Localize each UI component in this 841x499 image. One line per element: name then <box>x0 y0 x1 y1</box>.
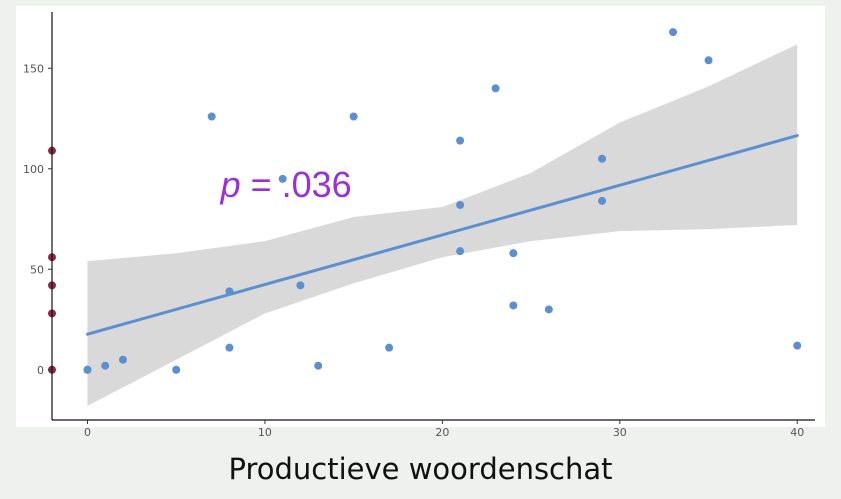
points-layer <box>48 28 802 374</box>
p-value-annotation: p = .036 <box>220 164 352 205</box>
data-point <box>509 301 518 310</box>
y-tick-label: 50 <box>30 263 44 276</box>
data-point <box>118 355 127 364</box>
data-point <box>456 247 465 256</box>
data-point <box>509 249 518 258</box>
data-point <box>101 361 110 370</box>
data-point <box>225 287 234 296</box>
data-point <box>172 365 181 374</box>
fit-line <box>85 134 799 336</box>
data-point <box>793 341 802 350</box>
p-symbol: p <box>220 164 241 205</box>
x-tick-label: 30 <box>613 426 627 439</box>
data-point <box>544 305 553 314</box>
data-point <box>598 196 607 205</box>
confidence-band-layer <box>87 44 798 406</box>
data-point <box>669 28 678 37</box>
data-point <box>225 343 234 352</box>
y-tick-label: 150 <box>23 62 44 75</box>
y-tick-label: 100 <box>23 163 44 176</box>
data-point <box>456 136 465 145</box>
data-point <box>296 281 305 290</box>
data-point <box>456 200 465 209</box>
y-tick-label: 0 <box>37 364 44 377</box>
data-point <box>704 56 713 65</box>
data-point <box>314 361 323 370</box>
x-tick-label: 20 <box>435 426 449 439</box>
x-axis-title: Productieve woordenschat <box>228 452 613 486</box>
data-point <box>598 154 607 163</box>
data-point <box>207 112 216 121</box>
x-tick-label: 10 <box>258 426 272 439</box>
fit-line-layer <box>85 134 799 336</box>
data-point <box>385 343 394 352</box>
confidence-band <box>87 44 798 406</box>
data-point <box>491 84 500 93</box>
x-tick-label: 0 <box>84 426 91 439</box>
p-value: = .036 <box>241 164 352 205</box>
data-point <box>278 174 287 183</box>
x-tick-label: 40 <box>790 426 804 439</box>
data-point <box>83 365 92 374</box>
axes-layer: 0 10 20 30 40 0 50 100 150 <box>23 12 815 439</box>
data-point <box>349 112 358 121</box>
